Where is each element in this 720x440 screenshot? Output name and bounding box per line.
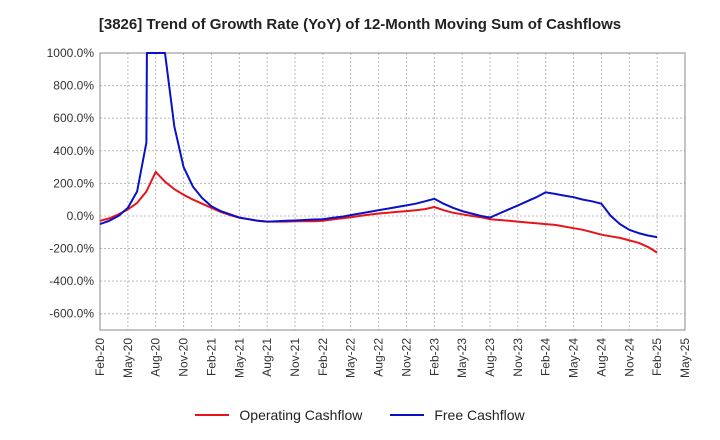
x-tick-label: May-23 [455,338,469,378]
legend-item-free: Free Cashflow [390,405,525,425]
x-tick-label: Aug-21 [260,338,274,377]
legend-item-operating: Operating Cashflow [195,405,362,425]
x-tick-label: May-21 [232,338,246,378]
free-cashflow-line [99,52,658,239]
legend-swatch-free [390,414,425,416]
y-tick-label: -600.0% [49,307,94,321]
y-tick-label: 1000.0% [47,46,95,60]
x-tick-label: Feb-25 [650,338,664,376]
x-tick-label: May-25 [678,338,692,378]
y-tick-label: 600.0% [53,111,94,125]
legend-label-free: Free Cashflow [434,407,525,423]
x-tick-label: Aug-24 [594,338,608,377]
x-tick-label: May-20 [121,338,135,378]
y-tick-label: 400.0% [53,144,94,158]
plot-area [99,52,686,331]
y-tick-label: -400.0% [49,274,94,288]
y-tick-label: 200.0% [53,176,94,190]
x-tick-label: Nov-21 [288,338,302,377]
x-tick-label: Nov-24 [622,338,636,377]
x-tick-label: Nov-23 [511,338,525,377]
y-tick-label: -200.0% [49,242,94,256]
series-lines [99,52,658,254]
x-tick-label: Nov-22 [399,338,413,377]
y-tick-label: 0.0% [67,209,95,223]
operating-cashflow-line [99,170,658,254]
chart-title: [3826] Trend of Growth Rate (YoY) of 12-… [98,16,622,33]
legend-swatch-operating [195,414,230,416]
x-tick-label: Feb-23 [427,338,441,376]
x-tick-label: May-22 [344,338,358,378]
legend: Operating Cashflow Free Cashflow [0,405,720,425]
y-tick-label: 800.0% [53,79,94,93]
x-axis-ticks: Feb-20 May-20 Aug-20 Nov-20 Feb-21 May-21 Aug-… [93,338,692,378]
x-tick-label: Feb-21 [204,338,218,376]
x-tick-label: Feb-20 [93,338,107,376]
x-tick-label: Feb-22 [316,338,330,376]
x-tick-label: Aug-23 [483,338,497,377]
legend-label-operating: Operating Cashflow [239,407,363,423]
x-tick-label: Aug-22 [372,338,386,377]
x-tick-label: Nov-20 [177,338,191,377]
x-tick-label: May-24 [567,338,581,378]
y-axis-ticks: 1000.0% 800.0% 600.0% 400.0% 200.0% 0.0% -200.… [47,46,95,321]
x-tick-label: Aug-20 [149,338,163,377]
x-tick-label: Feb-24 [539,338,553,376]
grid-lines [99,52,686,330]
